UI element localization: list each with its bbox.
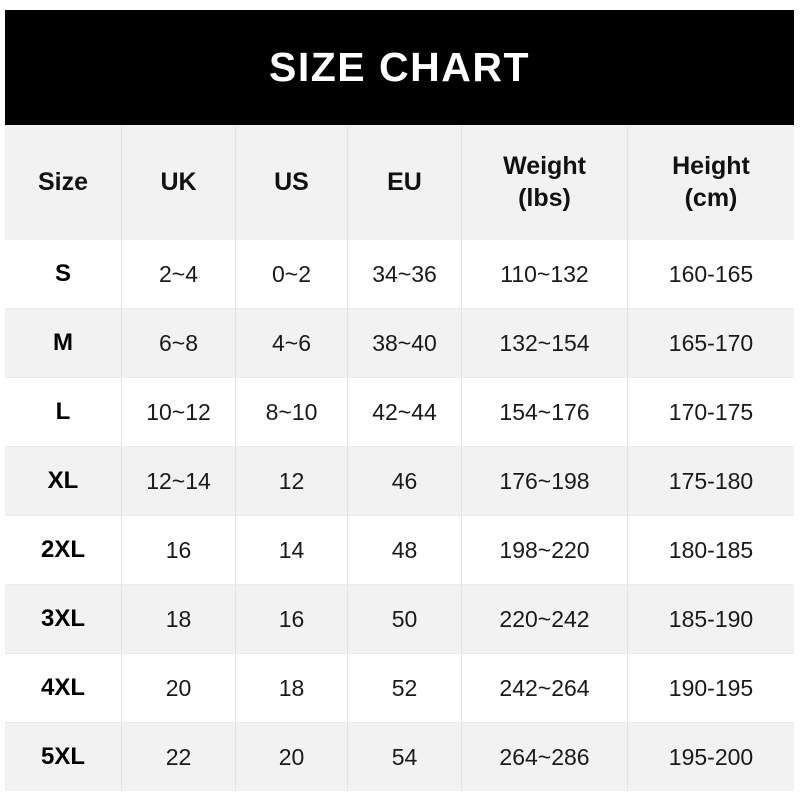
size-chart-title-banner: SIZE CHART bbox=[5, 10, 794, 125]
cell-uk: 10~12 bbox=[122, 378, 236, 446]
cell-eu: 48 bbox=[348, 516, 462, 584]
table-row: 2XL 16 14 48 198~220 180-185 bbox=[5, 515, 794, 584]
cell-us: 12 bbox=[236, 447, 348, 515]
table-row: L 10~12 8~10 42~44 154~176 170-175 bbox=[5, 377, 794, 446]
cell-uk: 16 bbox=[122, 516, 236, 584]
table-body: S 2~4 0~2 34~36 110~132 160-165 M 6~8 4~6 38~40 13… bbox=[5, 240, 794, 791]
column-header-height: Height (cm) bbox=[672, 152, 750, 212]
cell-uk: 22 bbox=[122, 723, 236, 791]
column-header-uk: UK bbox=[122, 125, 236, 240]
cell-height: 175-180 bbox=[668, 467, 754, 494]
cell-uk: 20 bbox=[122, 654, 236, 722]
cell-us: 0~2 bbox=[236, 240, 348, 308]
page-title: SIZE CHART bbox=[269, 44, 530, 90]
cell-us: 16 bbox=[236, 585, 348, 653]
column-header-size: Size bbox=[5, 125, 122, 240]
cell-uk: 18 bbox=[122, 585, 236, 653]
cell-height: 180-185 bbox=[668, 536, 754, 563]
cell-weight: 264~286 bbox=[462, 723, 628, 791]
cell-uk: 12~14 bbox=[122, 447, 236, 515]
cell-height: 185-190 bbox=[668, 605, 754, 632]
cell-weight: 110~132 bbox=[462, 240, 628, 308]
table-row: 4XL 20 18 52 242~264 190-195 bbox=[5, 653, 794, 722]
size-chart-table: Size UK US EU Weight (lbs) Height (cm) S 2~4 0~… bbox=[5, 125, 794, 791]
cell-weight: 154~176 bbox=[462, 378, 628, 446]
cell-weight: 220~242 bbox=[462, 585, 628, 653]
cell-height: 160-165 bbox=[668, 260, 754, 287]
table-row: M 6~8 4~6 38~40 132~154 165-170 bbox=[5, 308, 794, 377]
cell-weight: 176~198 bbox=[462, 447, 628, 515]
cell-uk: 6~8 bbox=[122, 309, 236, 377]
cell-height: 190-195 bbox=[668, 674, 754, 701]
table-header-row: Size UK US EU Weight (lbs) Height (cm) bbox=[5, 125, 794, 240]
cell-size: 3XL bbox=[5, 585, 122, 653]
cell-us: 18 bbox=[236, 654, 348, 722]
cell-weight: 242~264 bbox=[462, 654, 628, 722]
cell-size: XL bbox=[5, 447, 122, 515]
cell-height: 170-175 bbox=[668, 398, 754, 425]
cell-size: S bbox=[5, 240, 122, 308]
cell-weight: 198~220 bbox=[462, 516, 628, 584]
cell-size: M bbox=[5, 309, 122, 377]
cell-us: 20 bbox=[236, 723, 348, 791]
column-header-weight: Weight (lbs) bbox=[462, 125, 628, 240]
cell-uk: 2~4 bbox=[122, 240, 236, 308]
cell-eu: 34~36 bbox=[348, 240, 462, 308]
cell-us: 4~6 bbox=[236, 309, 348, 377]
cell-us: 8~10 bbox=[236, 378, 348, 446]
cell-size: 4XL bbox=[5, 654, 122, 722]
size-chart-container: SIZE CHART Size UK US EU Weight (lbs) Height … bbox=[5, 10, 794, 791]
column-header-eu: EU bbox=[348, 125, 462, 240]
cell-weight: 132~154 bbox=[462, 309, 628, 377]
cell-eu: 50 bbox=[348, 585, 462, 653]
cell-size: 5XL bbox=[5, 723, 122, 791]
cell-eu: 52 bbox=[348, 654, 462, 722]
cell-eu: 46 bbox=[348, 447, 462, 515]
cell-eu: 38~40 bbox=[348, 309, 462, 377]
table-row: XL 12~14 12 46 176~198 175-180 bbox=[5, 446, 794, 515]
cell-size: L bbox=[5, 378, 122, 446]
table-row: S 2~4 0~2 34~36 110~132 160-165 bbox=[5, 240, 794, 308]
column-header-us: US bbox=[236, 125, 348, 240]
cell-height: 195-200 bbox=[668, 743, 754, 770]
cell-us: 14 bbox=[236, 516, 348, 584]
table-row: 3XL 18 16 50 220~242 185-190 bbox=[5, 584, 794, 653]
cell-eu: 54 bbox=[348, 723, 462, 791]
cell-eu: 42~44 bbox=[348, 378, 462, 446]
cell-size: 2XL bbox=[5, 516, 122, 584]
table-row: 5XL 22 20 54 264~286 195-200 bbox=[5, 722, 794, 791]
cell-height: 165-170 bbox=[668, 329, 754, 356]
